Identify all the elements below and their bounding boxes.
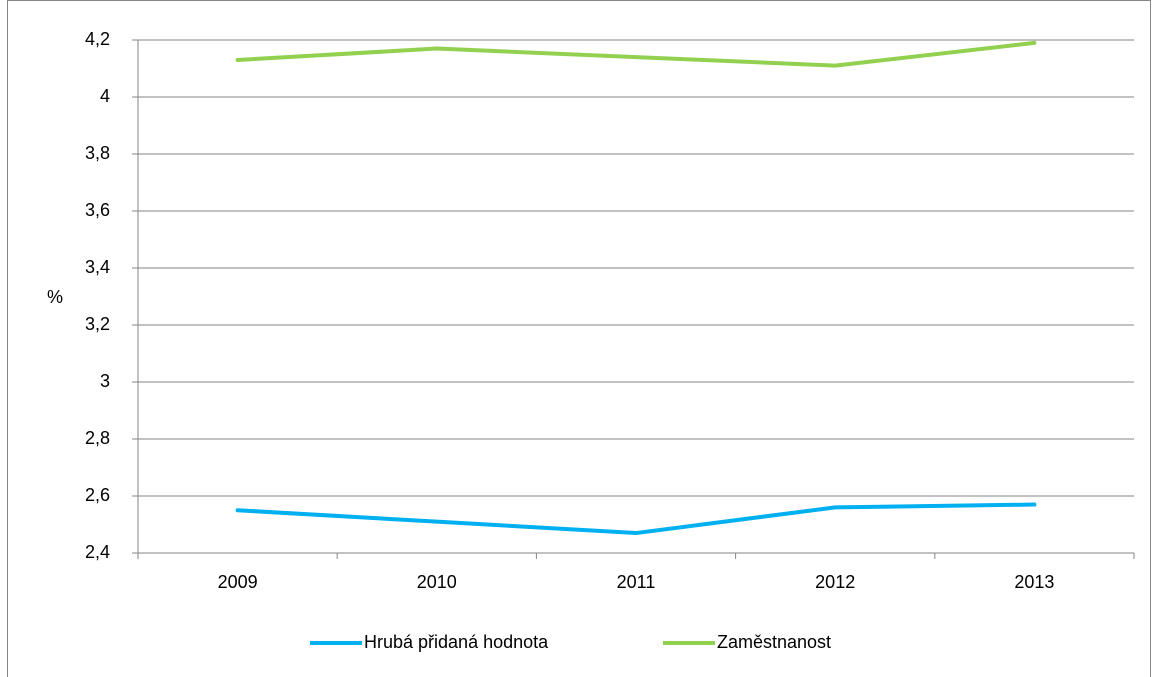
y-tick-label: 3,2 xyxy=(85,314,110,334)
y-tick-label: 2,4 xyxy=(85,542,110,562)
x-tick-label: 2011 xyxy=(617,572,656,592)
y-tick-label: 4 xyxy=(100,86,110,106)
legend-label: Zaměstnanost xyxy=(717,632,831,652)
series-line xyxy=(235,502,1037,536)
legend-label: Hrubá přidaná hodnota xyxy=(364,632,549,652)
series-line xyxy=(235,40,1037,68)
y-tick-label: 3,8 xyxy=(85,143,110,163)
x-tick-label: 2012 xyxy=(815,572,855,592)
y-tick-label: 4,2 xyxy=(85,29,110,49)
chart-border xyxy=(7,0,1151,677)
x-tick-label: 2009 xyxy=(218,572,258,592)
y-tick-label: 3,4 xyxy=(85,257,110,277)
y-tick-label: 2,8 xyxy=(85,428,110,448)
x-tick-label: 2010 xyxy=(417,572,457,592)
x-tick-label: 2013 xyxy=(1014,572,1054,592)
y-tick-label: 2,6 xyxy=(85,485,110,505)
y-axis-label: % xyxy=(47,287,63,307)
y-tick-label: 3 xyxy=(100,371,110,391)
y-tick-label: 3,6 xyxy=(85,200,110,220)
